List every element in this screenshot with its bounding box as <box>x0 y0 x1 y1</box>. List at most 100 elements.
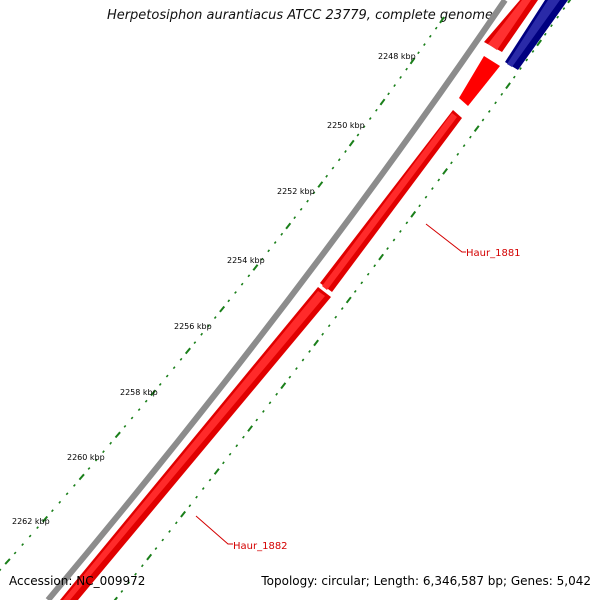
minor-tick <box>227 299 231 303</box>
major-tick <box>280 382 287 390</box>
tick-label: 2258 kbp <box>120 388 158 397</box>
minor-tick <box>360 281 364 285</box>
tick-label: 2254 kbp <box>227 256 265 265</box>
minor-tick <box>405 67 408 71</box>
minor-tick <box>201 487 205 490</box>
minor-tick <box>543 32 547 36</box>
minor-tick <box>424 195 428 199</box>
minor-tick <box>306 199 309 203</box>
major-tick <box>113 596 118 600</box>
major-tick <box>439 16 445 24</box>
minor-tick <box>337 158 341 162</box>
minor-tick <box>487 110 491 113</box>
minor-tick <box>368 117 372 120</box>
minor-tick <box>280 232 284 236</box>
minor-tick <box>481 118 485 122</box>
major-tick <box>180 510 186 518</box>
minor-tick <box>127 581 131 585</box>
forward-gene-feature-haur1881[interactable] <box>320 110 462 292</box>
reverse-gene-feature[interactable] <box>505 0 568 70</box>
minor-tick <box>456 152 460 156</box>
gene-label-haur1881-group[interactable]: Haur_1881 <box>425 223 521 259</box>
minor-tick <box>462 144 466 148</box>
minor-tick <box>134 572 137 576</box>
minor-tick <box>366 272 370 276</box>
inner-tick-marks <box>113 0 572 600</box>
minor-tick <box>375 108 378 112</box>
major-tick <box>114 431 121 439</box>
major-tick <box>378 253 385 261</box>
minor-tick <box>362 125 366 129</box>
minor-tick <box>109 441 113 445</box>
minor-tick <box>36 526 39 530</box>
forward-gene-feature-top[interactable] <box>484 0 538 52</box>
major-tick <box>146 553 153 561</box>
major-tick <box>505 82 511 90</box>
minor-tick <box>28 534 32 538</box>
major-tick <box>219 305 226 313</box>
major-tick <box>410 210 417 218</box>
minor-tick <box>165 374 169 378</box>
minor-tick <box>58 500 62 504</box>
minor-tick <box>392 238 396 242</box>
minor-tick <box>51 509 54 513</box>
minor-tick <box>334 315 338 319</box>
major-tick <box>379 98 386 106</box>
major-tick <box>536 39 543 47</box>
minor-tick <box>293 216 297 220</box>
tick-label: 2262 kbp <box>12 517 50 526</box>
minor-tick <box>123 424 127 428</box>
accession-label: Accession: NC_009972 <box>9 574 146 588</box>
gene-label-haur1882[interactable]: Haur_1882 <box>233 541 288 552</box>
forward-gene-feature-haur1882[interactable] <box>60 287 331 600</box>
minor-tick <box>288 375 292 379</box>
minor-tick <box>373 264 377 268</box>
major-tick <box>78 473 85 481</box>
minor-tick <box>301 358 305 362</box>
major-tick <box>4 558 11 565</box>
minor-tick <box>386 247 389 250</box>
minor-tick <box>437 178 441 182</box>
minor-tick <box>161 538 165 542</box>
minor-tick <box>353 290 357 293</box>
tick-label: 2260 kbp <box>67 453 105 462</box>
tick-label: 2252 kbp <box>277 187 315 196</box>
minor-tick <box>321 332 325 336</box>
minor-tick <box>120 590 124 593</box>
minor-tick <box>158 383 162 386</box>
minor-tick <box>0 568 2 572</box>
minor-tick <box>255 418 259 422</box>
minor-tick <box>247 274 251 278</box>
minor-tick <box>168 530 171 533</box>
gene-label-haur1881[interactable]: Haur_1881 <box>466 248 521 259</box>
minor-tick <box>327 324 331 328</box>
minor-tick <box>262 410 265 413</box>
minor-tick <box>356 133 360 137</box>
minor-tick <box>213 316 217 319</box>
minor-tick <box>434 26 438 30</box>
minor-tick <box>428 34 432 38</box>
tick-labels: 2248 kbp 2250 kbp 2252 kbp 2254 kbp 2256… <box>12 52 416 526</box>
minor-tick <box>179 357 183 361</box>
major-tick <box>252 264 259 271</box>
minor-tick <box>130 416 134 420</box>
gene-label-haur1882-group[interactable]: Haur_1882 <box>195 515 288 552</box>
major-tick <box>41 515 49 523</box>
minor-tick <box>222 461 225 465</box>
minor-tick <box>417 51 420 55</box>
minor-tick <box>235 444 239 448</box>
minor-tick <box>399 230 402 233</box>
genome-title: Herpetosiphon aurantiacus ATCC 23779, co… <box>106 8 494 23</box>
tick-label: 2250 kbp <box>327 121 365 130</box>
minor-tick <box>399 75 402 79</box>
minor-tick <box>494 101 497 105</box>
forward-gene-feature-arrow[interactable] <box>459 56 500 106</box>
minor-tick <box>450 161 453 165</box>
major-tick <box>567 0 572 4</box>
minor-tick <box>556 15 560 19</box>
major-tick <box>409 57 416 65</box>
minor-tick <box>234 291 237 294</box>
minor-tick <box>512 75 516 79</box>
major-tick <box>313 339 319 347</box>
